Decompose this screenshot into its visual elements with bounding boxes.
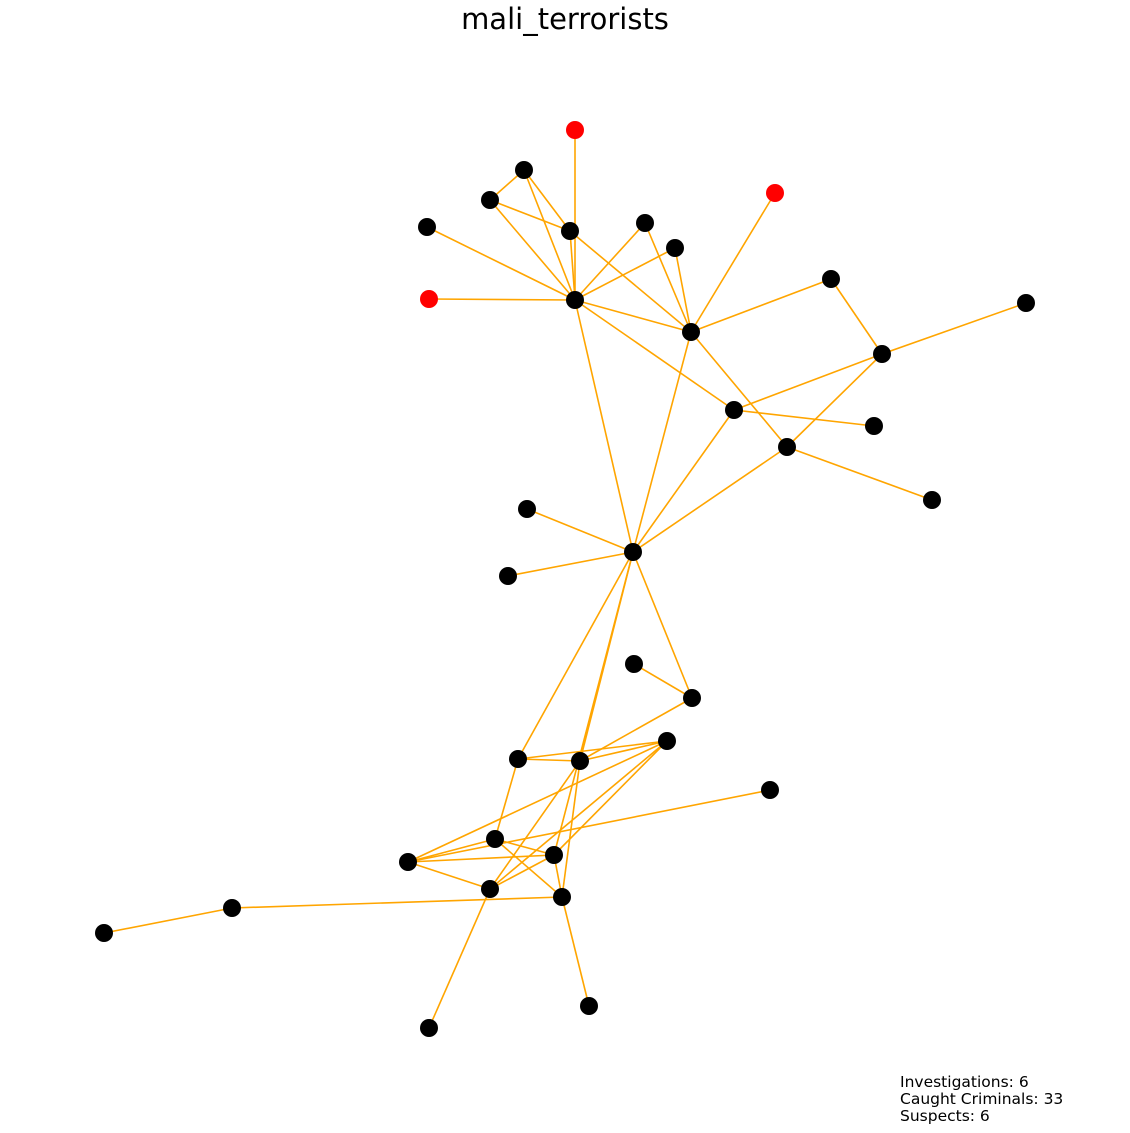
edge-n8-n9 [428,298,576,301]
edge-n10-n19 [632,331,692,553]
node-n30 [553,888,571,906]
edge-n1-n5 [523,169,571,232]
node-n31 [223,899,241,917]
edge-n7-n10 [674,247,692,333]
edge-n3-n10 [690,192,776,333]
edge-n27-n29 [489,740,668,890]
edge-n29-n32 [428,888,491,1029]
nodes-layer [95,121,1035,1037]
edge-n1-n9 [523,169,576,301]
node-n32 [420,1019,438,1037]
suspect-node-n0 [566,121,584,139]
edge-n5-n9 [569,230,576,301]
node-n7 [666,239,684,257]
edge-n16-n19 [632,446,788,553]
edge-n6-n10 [644,222,692,333]
edge-n11-n12 [830,278,883,355]
graph-title: mali_terrorists [461,2,669,36]
edge-n26-n29 [489,854,555,890]
suspects-count: Suspects: 6 [900,1107,990,1125]
node-n13 [725,401,743,419]
edge-n27-n28 [407,740,668,863]
node-n35 [580,997,598,1015]
edge-n24-n29 [489,760,581,890]
edge-n9-n19 [574,299,634,553]
edge-n28-n29 [407,861,491,890]
node-n9 [566,291,584,309]
node-n14 [1017,294,1035,312]
node-n16 [778,438,796,456]
investigations-count: Investigations: 6 [900,1073,1029,1091]
edge-n6-n9 [574,222,646,301]
caught-criminals-count: Caught Criminals: 33 [900,1090,1064,1108]
node-n24 [571,752,589,770]
edge-n18-n19 [526,508,634,553]
node-n6 [636,214,654,232]
edge-n13-n15 [733,409,875,427]
edge-n25-n26 [494,838,555,856]
node-n20 [499,567,517,585]
edge-n19-n23 [517,551,634,760]
node-n34 [95,924,113,942]
node-n29 [481,880,499,898]
edge-n22-n24 [579,697,693,762]
edge-n2-n9 [489,199,576,301]
node-n28 [399,853,417,871]
edge-n4-n9 [426,226,576,301]
node-n18 [518,500,536,518]
node-n10 [682,323,700,341]
edge-n13-n19 [632,409,735,553]
suspect-node-n3 [766,184,784,202]
edge-n19-n26 [553,551,634,856]
node-n5 [561,222,579,240]
node-n19 [624,543,642,561]
node-n21 [625,655,643,673]
edge-n19-n20 [507,551,634,577]
suspect-node-n8 [420,290,438,308]
edge-n5-n10 [569,230,692,333]
edge-n23-n27 [517,740,668,760]
node-n22 [683,689,701,707]
edge-n19-n22 [632,551,693,699]
node-n33 [761,781,779,799]
edge-n23-n24 [517,758,581,762]
edge-n2-n5 [489,199,571,232]
edges-layer [103,130,1027,1029]
node-n27 [658,732,676,750]
edge-n30-n31 [231,896,563,909]
edge-n12-n16 [786,353,883,448]
edge-n9-n13 [574,299,735,411]
node-n1 [515,161,533,179]
edge-n9-n10 [574,299,692,333]
node-n2 [481,191,499,209]
edge-n26-n27 [553,740,668,856]
edge-n10-n11 [690,278,832,333]
edge-n28-n33 [407,789,771,863]
edge-n12-n13 [733,353,883,411]
node-n25 [486,830,504,848]
edge-n21-n22 [633,663,693,699]
node-n17 [923,491,941,509]
edge-n10-n16 [690,331,788,448]
node-n4 [418,218,436,236]
edge-n16-n17 [786,446,933,501]
node-n23 [509,750,527,768]
node-n11 [822,270,840,288]
edge-n7-n9 [574,247,676,301]
edge-n24-n27 [579,740,668,762]
edge-n30-n35 [561,896,590,1007]
node-n12 [873,345,891,363]
edge-n25-n28 [407,838,496,863]
edge-n12-n14 [881,302,1027,355]
stats-panel: Investigations: 6 Caught Criminals: 33 S… [900,1074,1063,1125]
node-n26 [545,846,563,864]
node-n15 [865,417,883,435]
edge-n31-n34 [103,907,233,934]
edge-n23-n25 [494,758,519,840]
